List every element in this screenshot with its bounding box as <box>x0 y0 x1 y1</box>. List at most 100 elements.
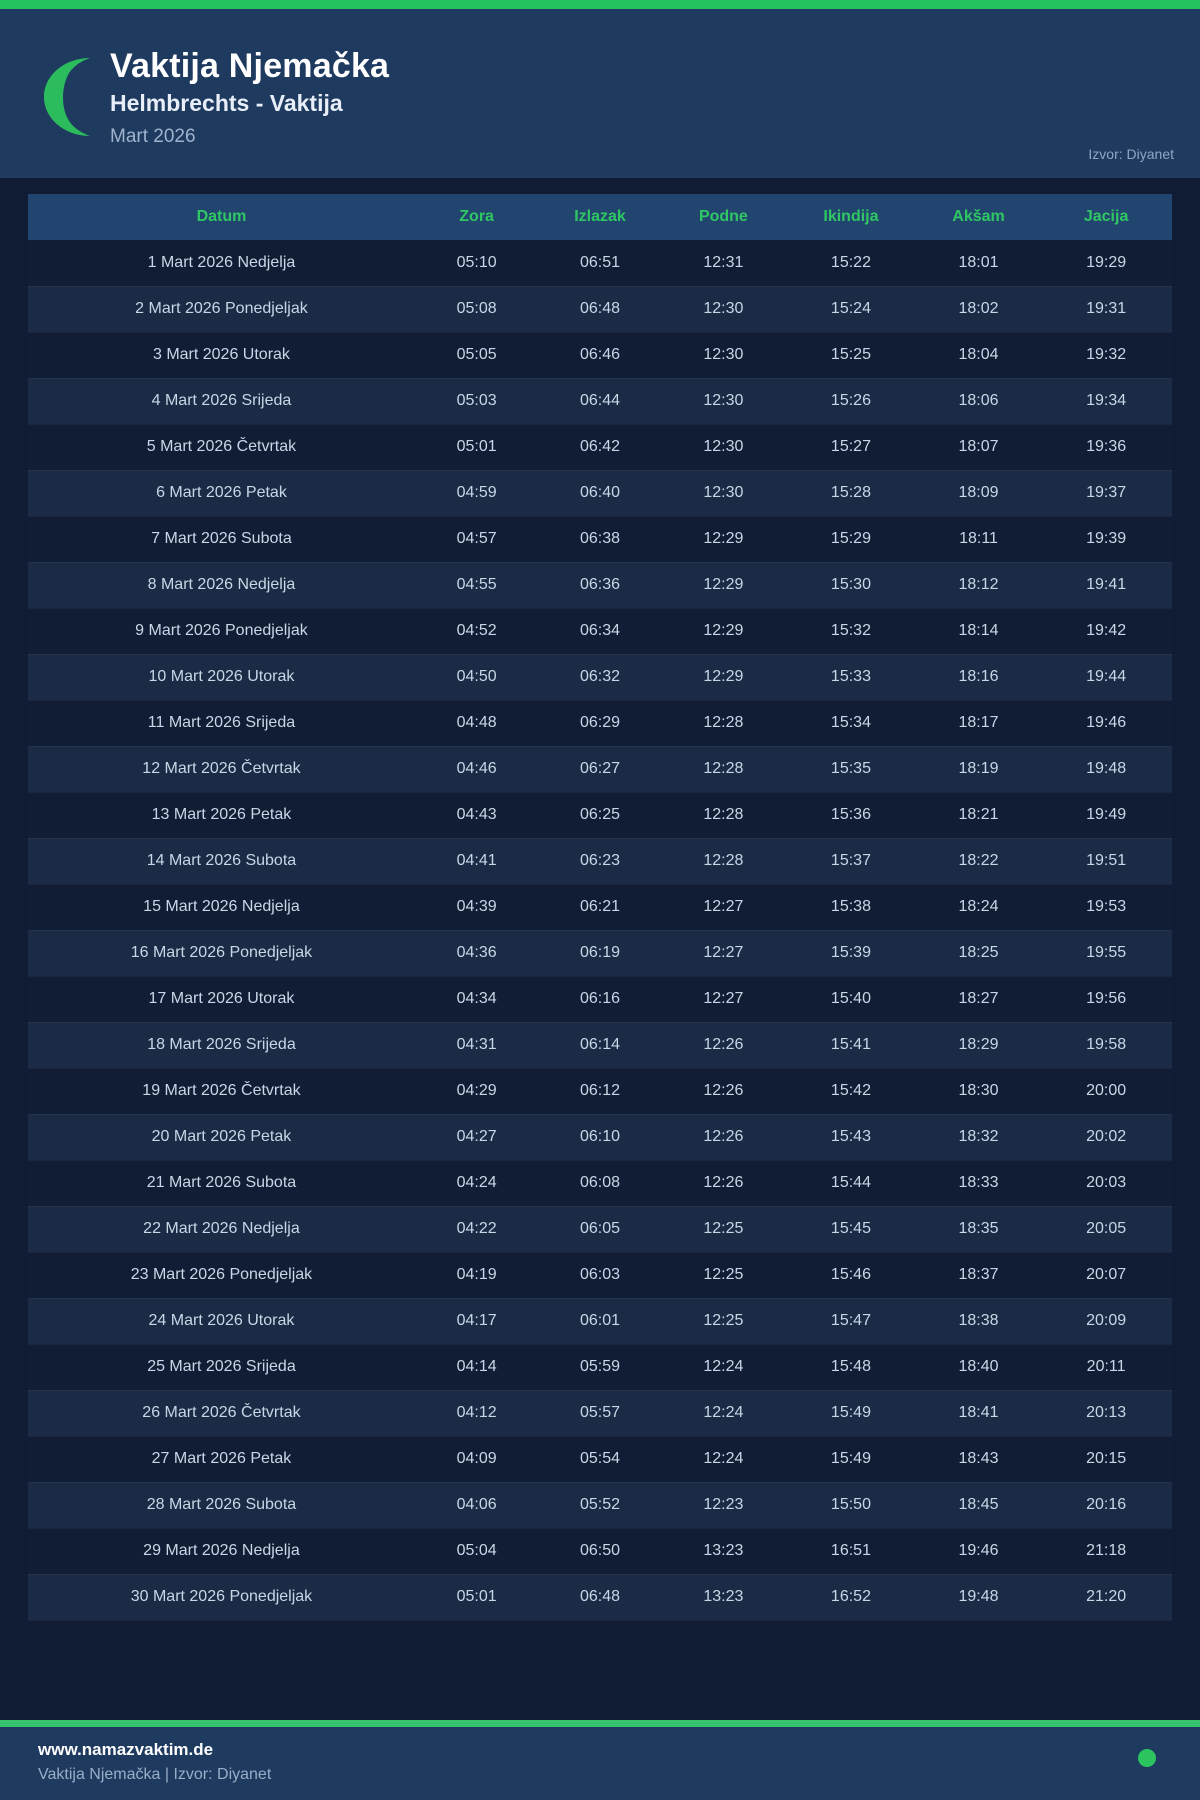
cell-zora: 04:31 <box>414 1022 539 1069</box>
cell-date: 29 Mart 2026 Nedjelja <box>28 1528 415 1575</box>
cell-jacija: 21:18 <box>1040 1528 1172 1575</box>
cell-podne: 12:30 <box>661 470 786 517</box>
cell-date: 7 Mart 2026 Subota <box>28 516 415 563</box>
cell-aksam: 18:33 <box>916 1160 1041 1207</box>
cell-zora: 04:36 <box>414 930 539 977</box>
cell-izlazak: 06:21 <box>538 884 662 931</box>
table-row[interactable]: 19 Mart 2026 Četvrtak 04:29 06:12 12:26 15:4… <box>28 1068 1172 1115</box>
table-row[interactable]: 4 Mart 2026 Srijeda 05:03 06:44 12:30 15:26 1… <box>28 378 1172 425</box>
crescent-moon-icon <box>24 53 102 139</box>
cell-jacija: 19:55 <box>1040 930 1172 977</box>
cell-ikindija: 15:38 <box>785 884 917 931</box>
column-header-jacija[interactable]: Jacija <box>1040 194 1172 240</box>
table-row[interactable]: 24 Mart 2026 Utorak 04:17 06:01 12:25 15:47 1… <box>28 1298 1172 1345</box>
table-row[interactable]: 17 Mart 2026 Utorak 04:34 06:16 12:27 15:40 1… <box>28 976 1172 1023</box>
table-row[interactable]: 26 Mart 2026 Četvrtak 04:12 05:57 12:24 15:4… <box>28 1390 1172 1437</box>
table-row[interactable]: 22 Mart 2026 Nedjelja 04:22 06:05 12:25 15:4… <box>28 1206 1172 1253</box>
cell-podne: 12:25 <box>661 1206 786 1253</box>
table-row[interactable]: 3 Mart 2026 Utorak 05:05 06:46 12:30 15:25 18… <box>28 332 1172 379</box>
cell-date: 27 Mart 2026 Petak <box>28 1436 415 1483</box>
cell-jacija: 19:56 <box>1040 976 1172 1023</box>
cell-ikindija: 15:45 <box>785 1206 917 1253</box>
cell-izlazak: 06:34 <box>538 608 662 655</box>
cell-aksam: 19:48 <box>916 1574 1041 1621</box>
cell-izlazak: 06:50 <box>538 1528 662 1575</box>
table-row[interactable]: 18 Mart 2026 Srijeda 04:31 06:14 12:26 15:41… <box>28 1022 1172 1069</box>
cell-aksam: 18:45 <box>916 1482 1041 1529</box>
cell-date: 12 Mart 2026 Četvrtak <box>28 746 415 793</box>
cell-zora: 04:52 <box>414 608 539 655</box>
cell-aksam: 18:41 <box>916 1390 1041 1437</box>
cell-date: 14 Mart 2026 Subota <box>28 838 415 885</box>
table-row[interactable]: 9 Mart 2026 Ponedjeljak 04:52 06:34 12:29 15… <box>28 608 1172 655</box>
table-row[interactable]: 25 Mart 2026 Srijeda 04:14 05:59 12:24 15:48… <box>28 1344 1172 1391</box>
cell-izlazak: 06:40 <box>538 470 662 517</box>
cell-podne: 12:28 <box>661 700 786 747</box>
table-row[interactable]: 8 Mart 2026 Nedjelja 04:55 06:36 12:29 15:30… <box>28 562 1172 609</box>
table-row[interactable]: 11 Mart 2026 Srijeda 04:48 06:29 12:28 15:34… <box>28 700 1172 747</box>
table-row[interactable]: 16 Mart 2026 Ponedjeljak 04:36 06:19 12:27 1… <box>28 930 1172 977</box>
prayer-times-table: Datum Zora Izlazak Podne Ikindija Akšam … <box>28 194 1172 1621</box>
table-row[interactable]: 28 Mart 2026 Subota 04:06 05:52 12:23 15:50 1… <box>28 1482 1172 1529</box>
page-subtitle: Helmbrechts - Vaktija <box>110 90 343 117</box>
cell-ikindija: 15:43 <box>785 1114 917 1161</box>
cell-zora: 04:57 <box>414 516 539 563</box>
cell-jacija: 19:46 <box>1040 700 1172 747</box>
table-row[interactable]: 27 Mart 2026 Petak 04:09 05:54 12:24 15:49 18… <box>28 1436 1172 1483</box>
cell-date: 18 Mart 2026 Srijeda <box>28 1022 415 1069</box>
table-row[interactable]: 12 Mart 2026 Četvrtak 04:46 06:27 12:28 15:3… <box>28 746 1172 793</box>
cell-date: 28 Mart 2026 Subota <box>28 1482 415 1529</box>
cell-podne: 12:28 <box>661 838 786 885</box>
table-row[interactable]: 23 Mart 2026 Ponedjeljak 04:19 06:03 12:25 1… <box>28 1252 1172 1299</box>
cell-zora: 05:03 <box>414 378 539 425</box>
table-row[interactable]: 14 Mart 2026 Subota 04:41 06:23 12:28 15:37 1… <box>28 838 1172 885</box>
column-header-datum[interactable]: Datum <box>28 194 415 240</box>
cell-date: 26 Mart 2026 Četvrtak <box>28 1390 415 1437</box>
cell-ikindija: 15:42 <box>785 1068 917 1115</box>
cell-aksam: 18:32 <box>916 1114 1041 1161</box>
cell-aksam: 18:11 <box>916 516 1041 563</box>
table-row[interactable]: 6 Mart 2026 Petak 04:59 06:40 12:30 15:28 18:… <box>28 470 1172 517</box>
table-row[interactable]: 29 Mart 2026 Nedjelja 05:04 06:50 13:23 16:5… <box>28 1528 1172 1575</box>
table-row[interactable]: 10 Mart 2026 Utorak 04:50 06:32 12:29 15:33 1… <box>28 654 1172 701</box>
cell-izlazak: 06:03 <box>538 1252 662 1299</box>
table-row[interactable]: 13 Mart 2026 Petak 04:43 06:25 12:28 15:36 18… <box>28 792 1172 839</box>
cell-ikindija: 15:34 <box>785 700 917 747</box>
column-header-izlazak[interactable]: Izlazak <box>538 194 662 240</box>
cell-aksam: 18:02 <box>916 286 1041 333</box>
table-row[interactable]: 21 Mart 2026 Subota 04:24 06:08 12:26 15:44 1… <box>28 1160 1172 1207</box>
table-row[interactable]: 1 Mart 2026 Nedjelja 05:10 06:51 12:31 15:22… <box>28 240 1172 287</box>
column-header-aksam[interactable]: Akšam <box>916 194 1041 240</box>
table-row[interactable]: 2 Mart 2026 Ponedjeljak 05:08 06:48 12:30 15… <box>28 286 1172 333</box>
cell-jacija: 20:13 <box>1040 1390 1172 1437</box>
table-row[interactable]: 15 Mart 2026 Nedjelja 04:39 06:21 12:27 15:3… <box>28 884 1172 931</box>
cell-aksam: 18:24 <box>916 884 1041 931</box>
cell-izlazak: 06:19 <box>538 930 662 977</box>
column-header-ikindija[interactable]: Ikindija <box>785 194 917 240</box>
cell-zora: 05:01 <box>414 1574 539 1621</box>
cell-jacija: 19:34 <box>1040 378 1172 425</box>
cell-date: 19 Mart 2026 Četvrtak <box>28 1068 415 1115</box>
cell-date: 13 Mart 2026 Petak <box>28 792 415 839</box>
header-titles: Vaktija Njemačka Helmbrechts - Vaktija M… <box>110 39 389 148</box>
prayer-times-section: Datum Zora Izlazak Podne Ikindija Akšam … <box>0 178 1200 1621</box>
table-row[interactable]: 20 Mart 2026 Petak 04:27 06:10 12:26 15:43 18… <box>28 1114 1172 1161</box>
cell-jacija: 20:11 <box>1040 1344 1172 1391</box>
cell-podne: 13:23 <box>661 1528 786 1575</box>
table-row[interactable]: 7 Mart 2026 Subota 04:57 06:38 12:29 15:29 18… <box>28 516 1172 563</box>
column-header-podne[interactable]: Podne <box>661 194 786 240</box>
column-header-zora[interactable]: Zora <box>414 194 539 240</box>
cell-jacija: 20:15 <box>1040 1436 1172 1483</box>
footer-meta-label: Vaktija Njemačka | Izvor: Diyanet <box>38 1765 272 1783</box>
cell-date: 9 Mart 2026 Ponedjeljak <box>28 608 415 655</box>
cell-zora: 04:55 <box>414 562 539 609</box>
footer-website-link[interactable]: www.namazvaktim.de <box>38 1740 214 1759</box>
cell-zora: 04:50 <box>414 654 539 701</box>
cell-izlazak: 06:42 <box>538 424 662 471</box>
table-row[interactable]: 5 Mart 2026 Četvrtak 05:01 06:42 12:30 15:27… <box>28 424 1172 471</box>
cell-izlazak: 05:52 <box>538 1482 662 1529</box>
table-row[interactable]: 30 Mart 2026 Ponedjeljak 05:01 06:48 13:23 1… <box>28 1574 1172 1621</box>
cell-zora: 04:39 <box>414 884 539 931</box>
cell-podne: 12:29 <box>661 608 786 655</box>
top-accent-bar <box>0 0 1200 9</box>
